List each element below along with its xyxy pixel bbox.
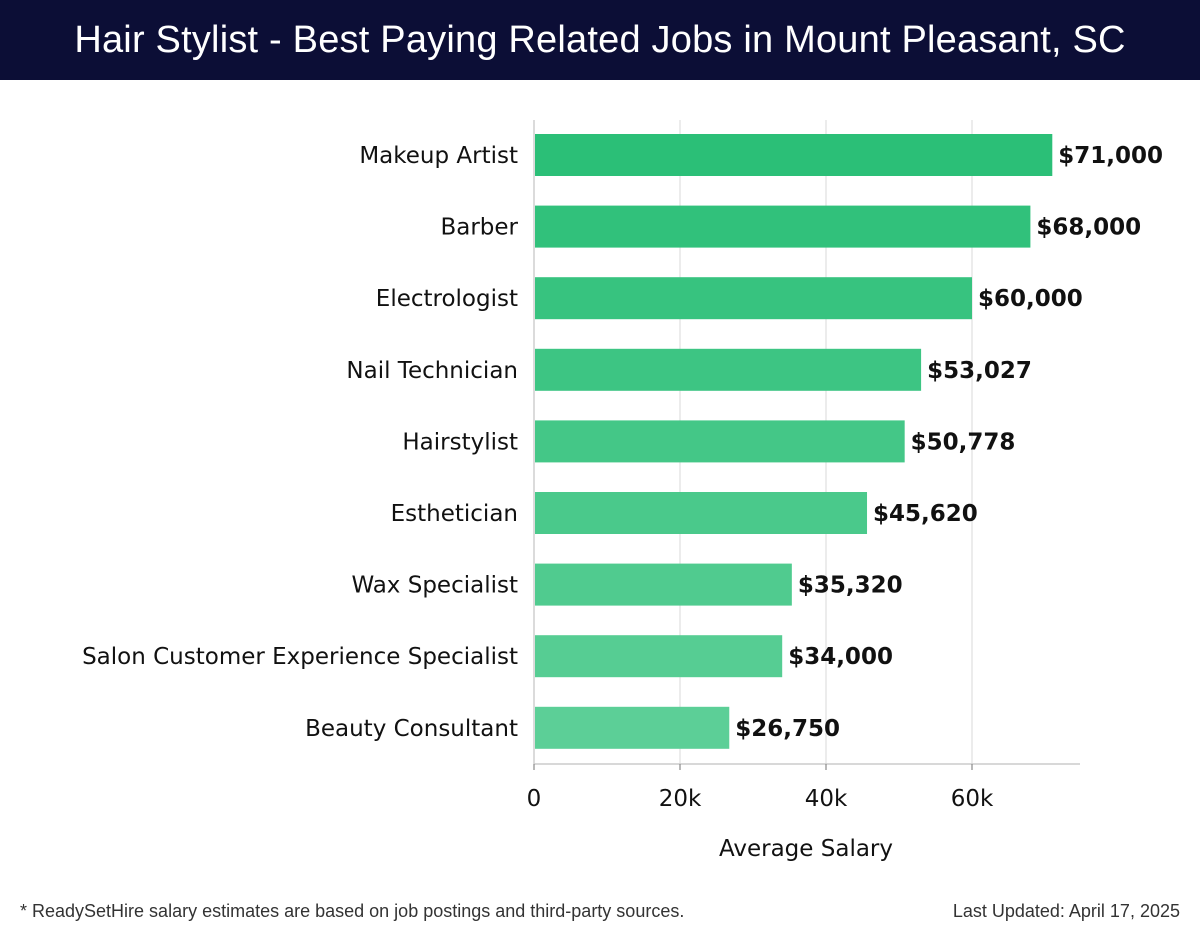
data-label: $26,750 (735, 716, 840, 742)
data-label: $34,000 (788, 644, 893, 670)
data-label: $35,320 (798, 573, 903, 599)
last-updated: Last Updated: April 17, 2025 (952, 901, 1180, 921)
bar (535, 635, 783, 678)
category-label: Makeup Artist (359, 143, 518, 169)
x-tick-label: 20k (659, 786, 702, 812)
bar (535, 348, 922, 391)
bars: Makeup Artist $71,000 Barber $68,000 Electro… (82, 134, 1163, 749)
category-label: Barber (440, 215, 518, 241)
x-axis: 0 20k 40k 60k (527, 763, 1080, 812)
category-label: Wax Specialist (351, 573, 518, 599)
bar-chart: Makeup Artist $71,000 Barber $68,000 Electro… (82, 120, 1163, 862)
bar (535, 492, 868, 534)
category-label: Beauty Consultant (305, 716, 518, 742)
category-label: Nail Technician (346, 358, 518, 384)
data-label: $60,000 (978, 286, 1083, 312)
bar (535, 706, 730, 749)
bar (535, 420, 905, 463)
category-label: Salon Customer Experience Specialist (82, 644, 518, 670)
x-axis-title: Average Salary (719, 836, 893, 862)
x-tick-label: 60k (951, 786, 994, 812)
data-label: $68,000 (1036, 215, 1141, 241)
data-label: $45,620 (873, 501, 978, 527)
x-tick-label: 40k (805, 786, 848, 812)
data-label: $53,027 (927, 358, 1032, 384)
bar (535, 563, 792, 606)
category-label: Esthetician (391, 501, 518, 527)
x-tick-label: 0 (527, 786, 542, 812)
category-label: Hairstylist (402, 429, 518, 455)
data-label: $71,000 (1058, 143, 1163, 169)
chart-header: Hair Stylist - Best Paying Related Jobs … (0, 0, 1200, 80)
footer-note: * ReadySetHire salary estimates are base… (20, 901, 685, 921)
category-label: Electrologist (376, 286, 518, 312)
bar (535, 277, 972, 320)
chart-title: Hair Stylist - Best Paying Related Jobs … (74, 18, 1126, 61)
data-label: $50,778 (911, 429, 1016, 455)
bar (535, 205, 1031, 248)
bar (535, 134, 1053, 176)
